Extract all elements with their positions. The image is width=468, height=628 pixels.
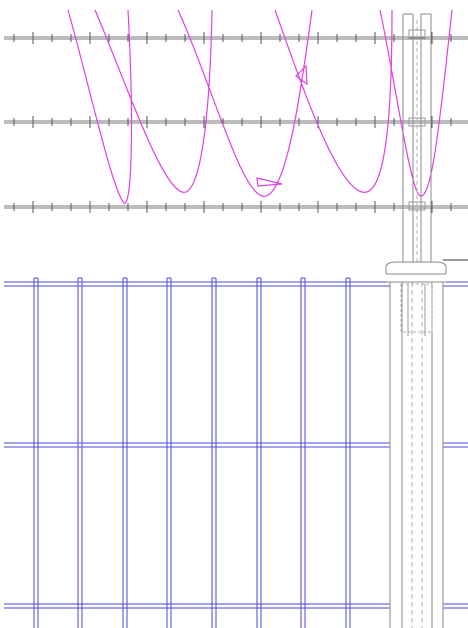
razor-clip xyxy=(295,64,308,86)
mesh-vertical-wire xyxy=(166,277,172,628)
mesh-panel xyxy=(4,277,468,628)
mesh-horizontal-rail xyxy=(4,603,468,609)
razor-clip xyxy=(256,177,283,187)
razor-wire-loop xyxy=(67,9,133,204)
mesh-horizontal-rail xyxy=(4,281,468,287)
barbed-wire-strand xyxy=(4,32,468,44)
razor-wire-loop xyxy=(274,9,393,193)
razor-wire-loop xyxy=(379,9,453,197)
mesh-vertical-wire xyxy=(256,277,262,628)
mesh-vertical-wire xyxy=(122,277,128,628)
post-extension-arm xyxy=(402,13,432,262)
mesh-vertical-wire xyxy=(77,277,83,628)
barbed-wire-strand xyxy=(4,116,468,128)
razor-wire-loop xyxy=(177,9,313,197)
mesh-vertical-wire xyxy=(345,277,351,628)
post-cap xyxy=(385,261,447,274)
post-inner-socket xyxy=(400,283,433,333)
barbed-wire-strand xyxy=(4,201,468,213)
razor-wire-loop xyxy=(94,9,213,193)
mesh-vertical-wire xyxy=(211,277,217,628)
mesh-horizontal-rail xyxy=(4,442,468,448)
mesh-vertical-wire xyxy=(33,277,39,628)
fence-post xyxy=(385,259,468,628)
barbed-wire-group xyxy=(4,32,468,213)
razor-wire-coil xyxy=(67,9,453,204)
mesh-vertical-wire xyxy=(300,277,306,628)
